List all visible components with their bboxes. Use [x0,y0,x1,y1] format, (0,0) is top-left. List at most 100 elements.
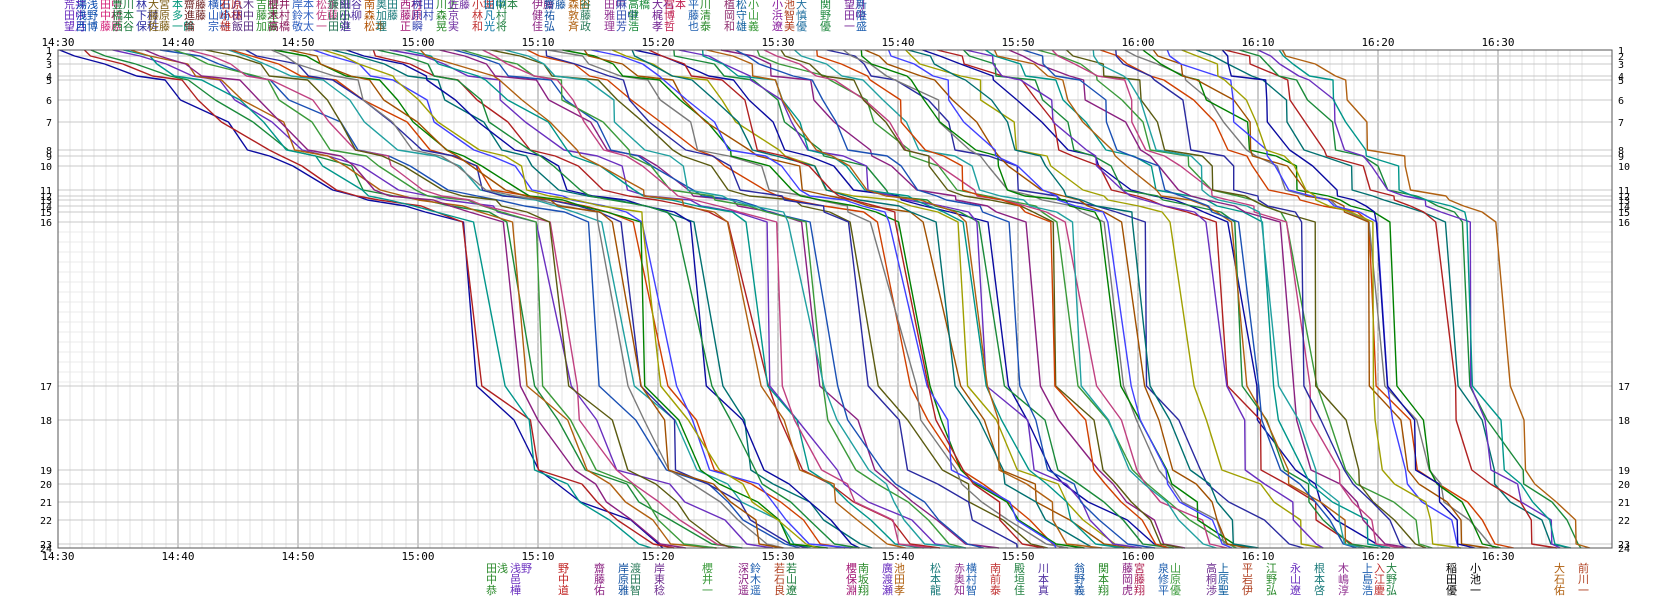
y-tick-right: 14 [1618,202,1630,213]
bottom-name: 沢 [738,572,749,586]
series-line [461,49,966,549]
bottom-name: 江 [1266,562,1277,575]
bottom-name: 遥 [750,584,761,597]
bottom-name: 優 [1446,584,1457,597]
series-line [1037,49,1433,549]
x-tick-bottom: 15:10 [521,550,554,563]
top-name: 岡 [724,9,735,22]
top-name: 浜 [772,9,783,22]
top-name: 村 [496,8,507,22]
bottom-name: 優 [1170,584,1181,597]
series-line [562,49,1085,549]
top-name: 関 [820,0,831,11]
bottom-name: 木 [750,573,761,586]
series-line [322,49,819,549]
bottom-name: 知 [954,583,965,597]
bottom-name: 野 [558,562,569,575]
bottom-name: 孝 [894,584,905,597]
bottom-name: 渡 [882,572,893,586]
top-name: 伊藤 [532,0,554,11]
top-name: 藤原 [148,9,170,22]
series-line [453,49,985,549]
bottom-name: 保 [846,572,857,586]
chart-grid [57,49,1612,549]
top-name: 倫 [184,19,195,33]
y-tick-right: 20 [1618,480,1630,491]
top-name: 佳 [532,19,543,33]
bottom-name: 泰 [990,583,1001,597]
y-tick-right: 9 [1618,152,1624,163]
top-name: 優 [796,20,807,33]
top-name: 八木 [232,0,254,11]
top-name: 優 [820,20,831,33]
y-tick-right: 4 [1618,72,1624,83]
bottom-name: 高 [1206,561,1217,575]
y-tick-left: 15 [40,208,52,219]
top-name: 大石 [652,0,674,11]
bottom-name: 雅 [618,583,629,597]
x-tick-bottom: 15:00 [401,550,434,563]
x-tick-bottom: 14:50 [281,550,314,563]
series-line [144,49,686,549]
top-name: 美 [784,20,795,33]
x-tick-top: 14:30 [41,36,74,49]
series-line [583,49,1131,549]
top-name: 智 [784,8,795,22]
bottom-name: 翁 [1074,561,1085,575]
bottom-name: 啓 [1314,583,1325,597]
series-line [706,49,1102,549]
x-tick-bottom: 15:40 [881,550,914,563]
top-name: 植 [724,0,735,11]
series-line [331,49,873,549]
bottom-name: 若 [786,562,797,575]
bottom-name: 翔 [858,583,869,597]
bottom-name: 遥 [738,584,749,597]
top-name: 田中 [100,0,122,11]
bottom-name: 本 [1098,572,1109,586]
bottom-name: 永 [1290,561,1301,575]
x-axis-top: 14:30 14:40 14:50 15:00 15:10 15:20 15:30 15:40… [41,36,1514,49]
bottom-name: 井 [702,572,713,586]
top-name: 一郎 [172,19,194,33]
bottom-name: 若 [774,562,785,575]
y-tick-right: 1 [1618,46,1624,57]
series-line [83,49,675,549]
series-line [648,49,1045,549]
series-line [887,49,1233,549]
bottom-name: 稲 [1446,562,1457,575]
top-name: 弘 [544,20,555,33]
top-name: 齋藤 [184,0,206,11]
top-name: 西博 [76,20,98,33]
y-tick-right: 22 [1618,516,1630,527]
bottom-name: 南 [858,562,869,575]
top-name: 田中 [328,20,350,33]
series-line [377,49,860,549]
top-name: 保科 [136,19,158,33]
x-tick-bottom: 16:00 [1121,550,1154,563]
y-tick-left: 10 [40,162,52,173]
top-name: 泰 [700,19,711,33]
bottom-name: 智 [630,583,641,597]
y-tick-left: 21 [40,498,52,509]
bottom-name: 虎 [1122,584,1133,597]
top-name: 芳 [616,19,627,33]
top-name: 石原 [220,0,242,11]
series-line [482,49,932,549]
bottom-name: 本 [1038,572,1049,586]
bottom-name: 川 [1038,562,1049,575]
bottom-name: 山 [1170,562,1181,575]
top-name: 望月 [844,0,866,11]
top-name: 南 [364,0,375,11]
y-tick-right: 12 [1618,192,1630,203]
top-name: 湯浅 [76,0,98,11]
top-name: 祐 [544,9,555,22]
top-name: 晃 [436,20,447,33]
y-tick-left: 1 [46,46,52,57]
top-name: 中村 [100,8,122,22]
top-name: 守 [736,8,747,22]
top-name: 義 [748,19,759,33]
y-tick-right: 24 [1618,544,1630,555]
top-name: 奥田 [376,0,398,11]
bottom-name: 平 [1158,584,1169,597]
series-line [842,49,1257,549]
